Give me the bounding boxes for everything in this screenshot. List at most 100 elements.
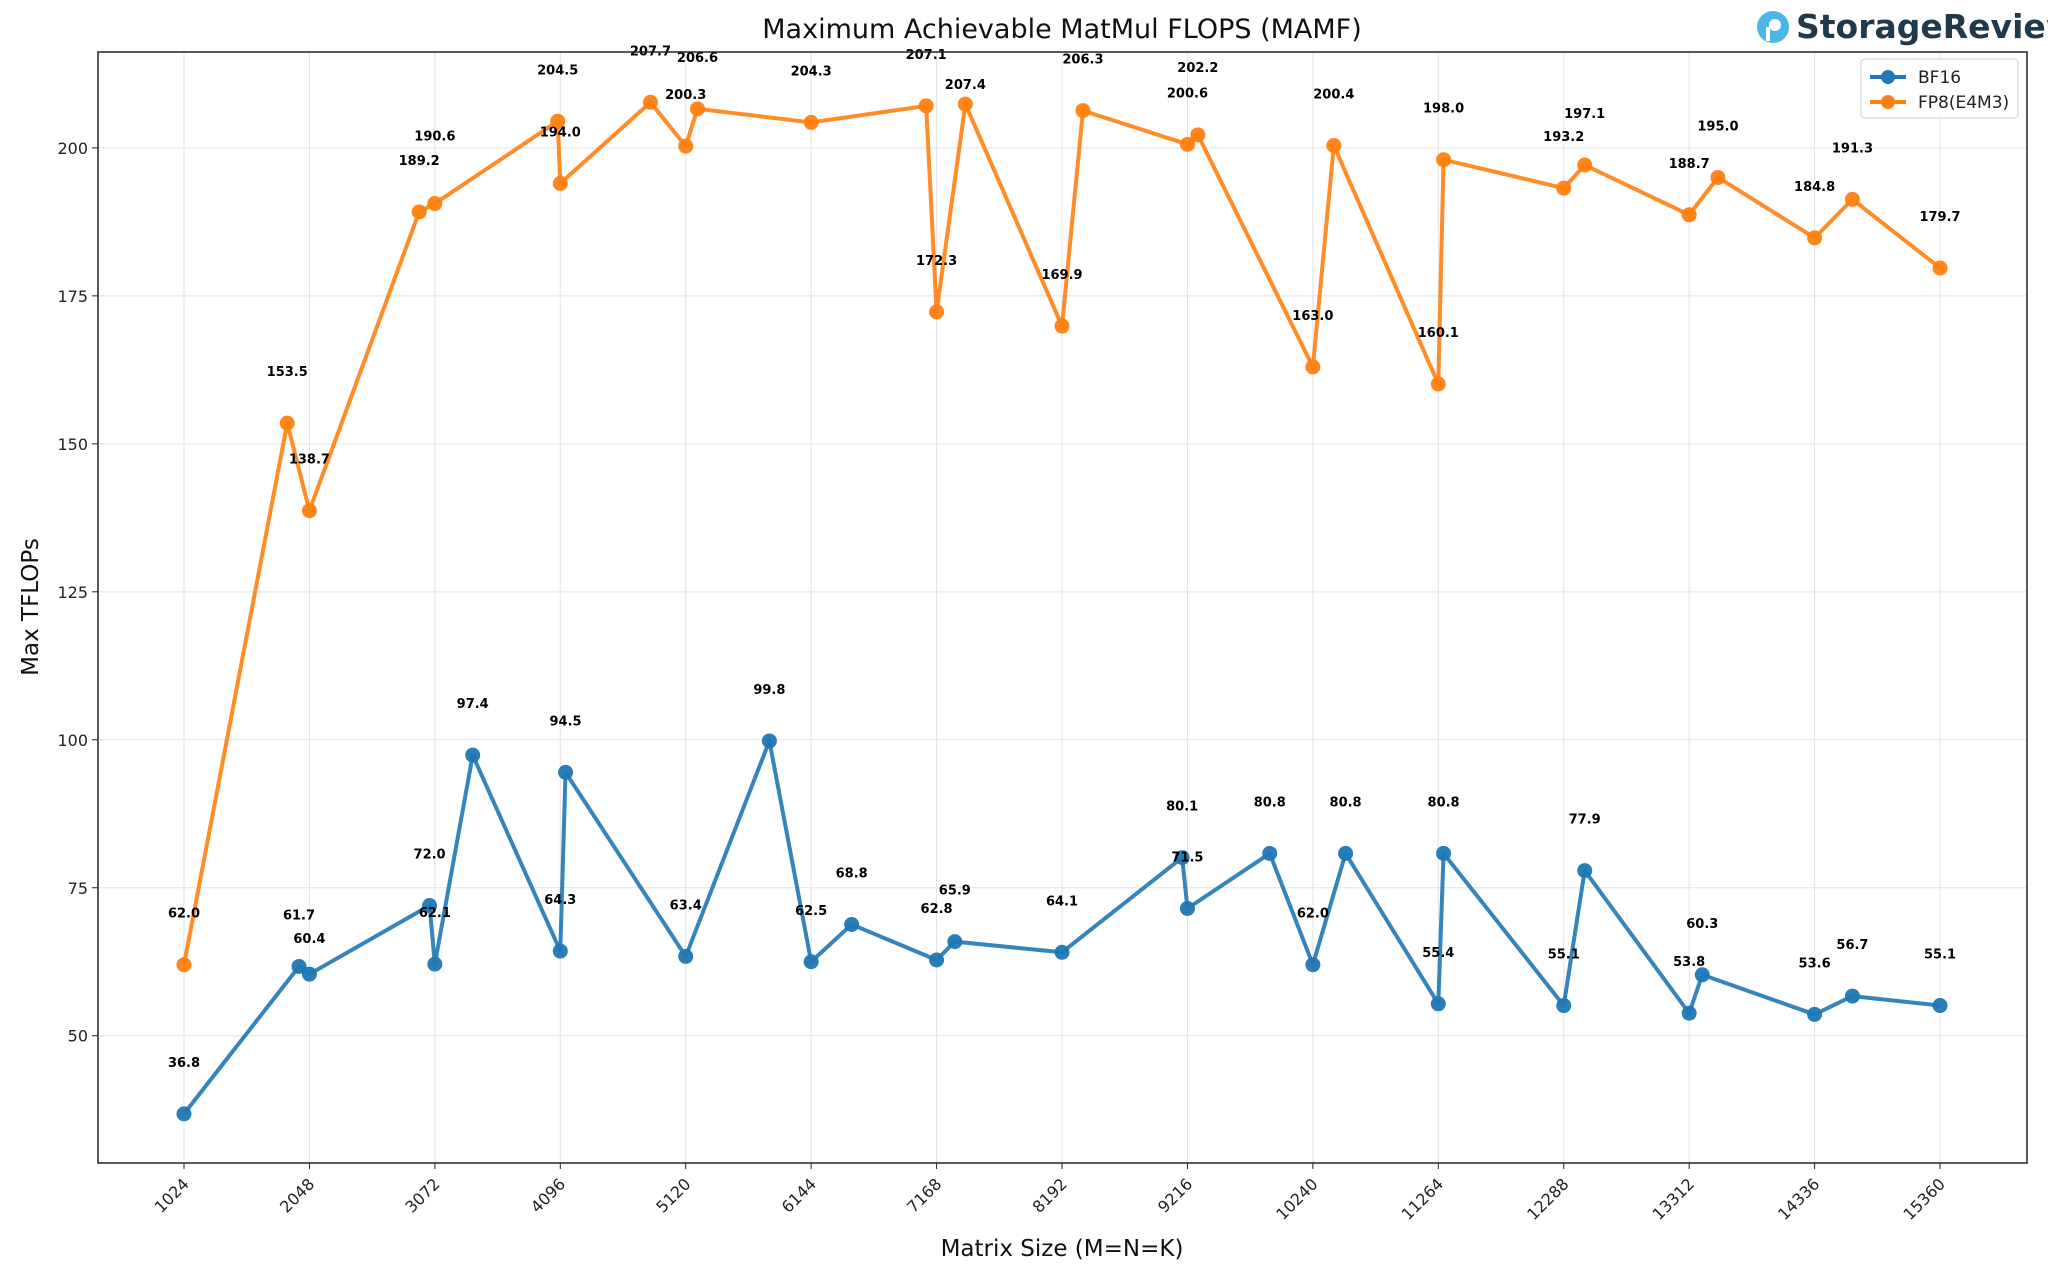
x-tick-label: 6144 (778, 1174, 820, 1216)
bf16-data-label: 62.0 (1297, 907, 1329, 922)
x-tick-label: 15360 (1899, 1174, 1948, 1223)
fp8-data-point (1305, 359, 1321, 375)
fp8-data-point (301, 503, 317, 519)
bf16-legend-label: BF16 (1918, 68, 1961, 88)
fp8-data-label: 200.3 (665, 88, 706, 103)
bf16-data-point (1262, 845, 1278, 861)
bf16-data-label: 36.8 (168, 1056, 200, 1071)
bf16-data-point (761, 733, 777, 749)
x-tick-label: 10240 (1272, 1174, 1321, 1223)
fp8-data-point (1807, 230, 1823, 246)
bf16-data-label: 80.8 (1254, 795, 1286, 810)
bf16-data-label: 68.8 (836, 866, 868, 881)
fp8-data-label: 179.7 (1919, 210, 1960, 225)
bf16-data-label: 63.4 (670, 898, 702, 913)
bf16-data-point (422, 898, 438, 914)
bf16-data-label: 77.9 (1569, 813, 1601, 828)
x-tick-label: 4096 (527, 1174, 569, 1216)
fp8-data-point (1075, 103, 1091, 119)
fp8-data-label: 190.6 (414, 130, 455, 145)
bf16-data-point (176, 1106, 192, 1122)
bf16-data-label: 53.6 (1799, 956, 1831, 971)
x-tick-label: 5120 (652, 1174, 694, 1216)
x-tick-label: 12288 (1523, 1174, 1572, 1223)
bf16-data-label: 64.1 (1046, 894, 1078, 909)
bf16-data-point (427, 956, 443, 972)
fp8-data-point (1436, 152, 1452, 168)
bf16-data-label: 61.7 (283, 908, 315, 923)
fp8-data-point (678, 138, 694, 154)
fp8-data-point (176, 957, 192, 973)
bf16-data-label: 80.8 (1330, 795, 1362, 810)
bf16-data-label: 65.9 (939, 884, 971, 899)
fp8-data-point (929, 304, 945, 320)
bf16-data-label: 80.8 (1428, 795, 1460, 810)
bf16-data-point (301, 966, 317, 982)
fp8-data-label: 206.6 (677, 51, 718, 66)
chart-title: Maximum Achievable MatMul FLOPS (MAMF) (762, 14, 1361, 45)
fp8-data-point (803, 114, 819, 130)
fp8-data-label: 153.5 (267, 365, 308, 380)
bf16-data-point (947, 934, 963, 950)
bf16-data-label: 80.1 (1166, 800, 1198, 815)
bf16-data-point (1556, 998, 1572, 1014)
fp8-data-label: 195.0 (1697, 119, 1738, 134)
bf16-data-label: 55.1 (1548, 948, 1580, 963)
bf16-data-label: 55.4 (1422, 946, 1454, 961)
bf16-data-label: 71.5 (1171, 850, 1203, 865)
fp8-data-label: 189.2 (399, 154, 440, 169)
bf16-data-label: 62.8 (921, 902, 953, 917)
x-tick-label: 9216 (1154, 1174, 1196, 1216)
bf16-data-label: 62.1 (419, 906, 451, 921)
fp8-data-point (1577, 157, 1593, 173)
y-tick-label: 50 (68, 1027, 88, 1046)
bf16-data-point (1932, 998, 1948, 1014)
fp8-data-point (1054, 318, 1070, 334)
fp8-data-label: 191.3 (1832, 141, 1873, 156)
bf16-data-point (1577, 863, 1593, 879)
bf16-data-point (1844, 988, 1860, 1004)
fp8-data-label: 198.0 (1423, 102, 1464, 117)
bf16-data-label: 62.5 (795, 904, 827, 919)
bf16-data-label: 60.4 (293, 932, 325, 947)
series-layer (176, 94, 1948, 1122)
x-tick-label: 1024 (151, 1174, 193, 1216)
bf16-data-point (1054, 944, 1070, 960)
y-tick-label: 100 (57, 731, 88, 750)
bf16-legend-marker (1881, 70, 1895, 84)
fp8-data-label: 184.8 (1794, 180, 1835, 195)
fp8-data-point (1179, 136, 1195, 152)
y-tick-label: 150 (57, 435, 88, 454)
y-axis-label: Max TFLOPs (18, 538, 44, 676)
fp8-data-label: 194.0 (540, 125, 581, 140)
fp8-data-point (411, 204, 427, 220)
fp8-legend-label: FP8(E4M3) (1918, 93, 2009, 113)
bf16-data-label: 56.7 (1836, 938, 1868, 953)
fp8-data-label: 204.3 (791, 64, 832, 79)
bf16-data-point (1681, 1005, 1697, 1021)
fp8-data-label: 193.2 (1543, 130, 1584, 145)
x-tick-label: 3072 (401, 1174, 443, 1216)
y-tick-label: 175 (57, 287, 88, 306)
brand-name: StorageReview (1796, 7, 2048, 46)
fp8-data-label: 138.7 (289, 453, 330, 468)
fp8-data-label: 197.1 (1564, 107, 1605, 122)
bf16-data-point (1305, 957, 1321, 973)
storagereview-logo: StorageReview (1757, 7, 2048, 46)
fp8-data-point (957, 96, 973, 112)
data-labels: 36.8 61.7 60.4 72.0 62.1 97.4 64.3 94.5 63.4 99.8… (168, 44, 1961, 1071)
bf16-data-point (1436, 845, 1452, 861)
bf16-data-point (678, 948, 694, 964)
bf16-data-point (1807, 1006, 1823, 1022)
bf16-data-point (1179, 900, 1195, 916)
fp8-data-point (279, 415, 295, 431)
bf16-data-point (558, 764, 574, 780)
y-tick-label: 125 (57, 583, 88, 602)
fp8-data-label: 172.3 (916, 254, 957, 269)
bf16-data-label: 72.0 (414, 848, 446, 863)
fp8-data-label: 206.3 (1062, 53, 1103, 68)
fp8-data-label: 202.2 (1177, 61, 1218, 76)
bf16-data-point (552, 943, 568, 959)
legend: BF16 FP8(E4M3) (1860, 58, 2019, 119)
